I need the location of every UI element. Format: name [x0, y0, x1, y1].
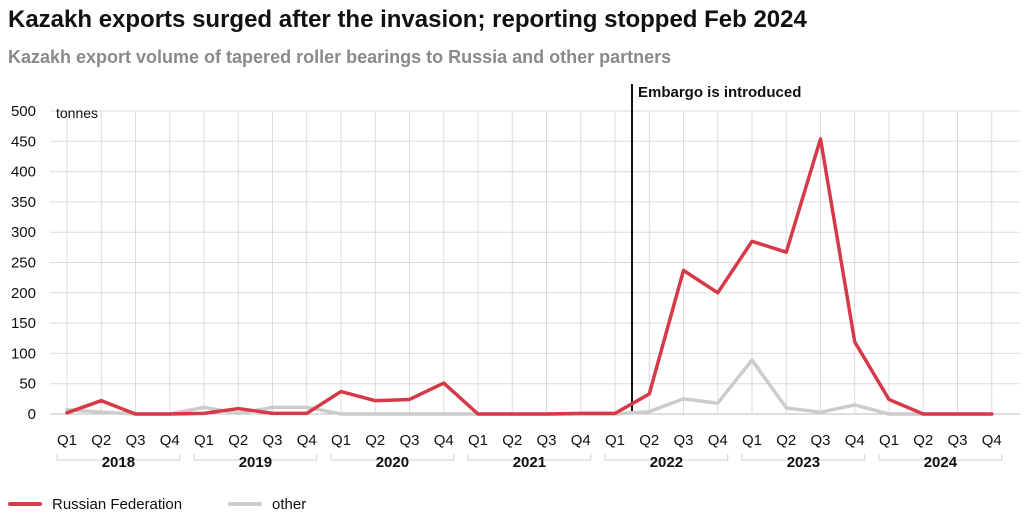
- y-unit-label: tonnes: [56, 105, 98, 121]
- x-tick-label: Q3: [125, 432, 145, 449]
- x-tick-label: Q4: [845, 432, 865, 449]
- year-label: 2018: [102, 454, 135, 471]
- series-line-other: [65, 358, 994, 416]
- series: [65, 137, 994, 416]
- y-tick-label: 400: [11, 164, 36, 181]
- x-tick-label: Q1: [605, 432, 625, 449]
- legend-label-russian-federation: Russian Federation: [52, 495, 183, 513]
- x-tick-label: Q1: [742, 432, 762, 449]
- x-tick-label: Q4: [571, 432, 591, 449]
- x-tick-label: Q1: [468, 432, 488, 449]
- y-tick-label: 350: [11, 194, 36, 211]
- x-tick-label: Q3: [399, 432, 419, 449]
- x-tick-label: Q1: [194, 432, 214, 449]
- chart-title: Kazakh exports surged after the invasion…: [8, 6, 807, 33]
- x-tick-label: Q4: [708, 432, 728, 449]
- year-bracket: [467, 454, 592, 461]
- x-tick-label: Q2: [776, 432, 796, 449]
- year-bracket: [878, 454, 1003, 461]
- year-bracket: [330, 454, 455, 461]
- x-tick-label: Q2: [365, 432, 385, 449]
- legend-swatch-other: [228, 502, 262, 506]
- y-tick-label: 500: [11, 103, 36, 120]
- line-chart: 0 50 100 150 200 250 300 350 400 450 500 Q1 Q2 Q3 Q4 Q1…: [11, 84, 1020, 471]
- y-tick-label: 200: [11, 285, 36, 302]
- x-tick-label: Q1: [57, 432, 77, 449]
- x-tick-label: Q4: [434, 432, 454, 449]
- year-label: 2021: [513, 454, 546, 471]
- x-tick-label: Q1: [879, 432, 899, 449]
- x-tick-label: Q4: [297, 432, 317, 449]
- x-tick-label: Q3: [262, 432, 282, 449]
- y-tick-label: 0: [28, 406, 36, 423]
- x-tick-label: Q3: [810, 432, 830, 449]
- y-tick-label: 100: [11, 345, 36, 362]
- year-label: 2022: [650, 454, 683, 471]
- year-label: 2020: [376, 454, 409, 471]
- x-tick-label: Q4: [982, 432, 1002, 449]
- series-line-russian-federation: [65, 137, 994, 416]
- y-tick-label: 250: [11, 255, 36, 272]
- y-tick-label: 300: [11, 224, 36, 241]
- y-tick-label: 50: [19, 376, 36, 393]
- y-tick-label: 450: [11, 133, 36, 150]
- x-tick-label: Q1: [331, 432, 351, 449]
- annotation: Embargo is introduced: [631, 84, 801, 414]
- x-tick-label: Q3: [536, 432, 556, 449]
- legend-swatch-russian-federation: [8, 502, 42, 506]
- x-tick-label: Q2: [502, 432, 522, 449]
- x-tick-label: Q2: [913, 432, 933, 449]
- year-bracket: [604, 454, 729, 461]
- year-label: 2024: [924, 454, 958, 471]
- x-tick-label: Q3: [947, 432, 967, 449]
- legend-label-other: other: [272, 495, 307, 513]
- legend-item-russian-federation: Russian Federation: [8, 494, 182, 514]
- embargo-label: Embargo is introduced: [638, 84, 801, 101]
- x-tick-label: Q2: [91, 432, 111, 449]
- chart-subtitle: Kazakh export volume of tapered roller b…: [8, 47, 672, 67]
- y-tick-label: 150: [11, 315, 36, 332]
- gridlines: [50, 110, 1020, 415]
- year-bracket: [193, 454, 318, 461]
- x-tick-label: Q4: [160, 432, 180, 449]
- x-tick-label: Q2: [228, 432, 248, 449]
- axes: 0 50 100 150 200 250 300 350 400 450 500 Q1 Q2 Q3 Q4 Q1…: [11, 103, 1020, 471]
- x-tick-label: Q2: [639, 432, 659, 449]
- year-label: 2019: [239, 454, 272, 471]
- year-bracket: [741, 454, 866, 461]
- x-tick-label: Q3: [673, 432, 693, 449]
- legend-item-other: other: [228, 494, 306, 514]
- year-label: 2023: [787, 454, 820, 471]
- year-bracket: [56, 454, 181, 461]
